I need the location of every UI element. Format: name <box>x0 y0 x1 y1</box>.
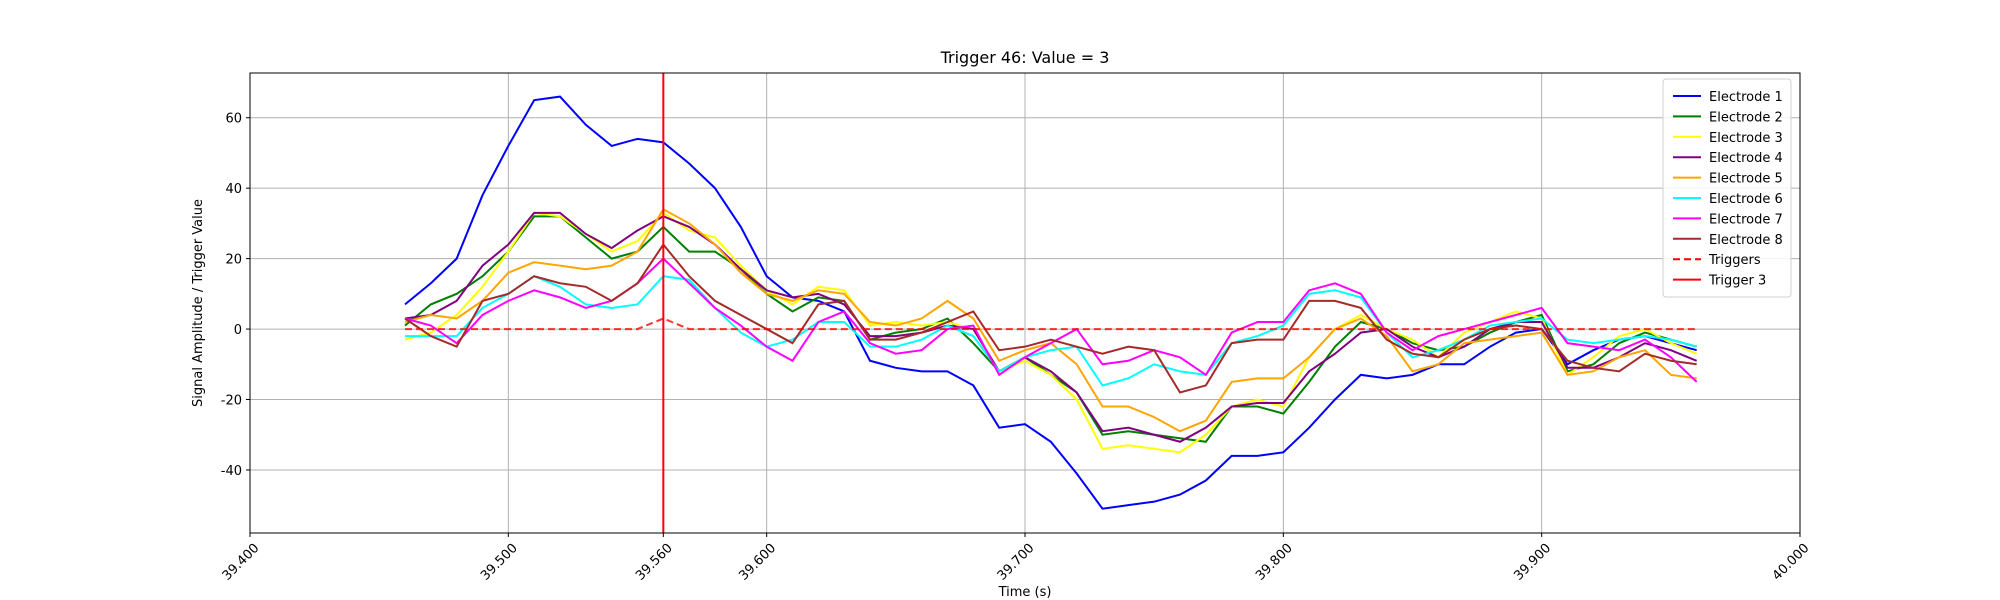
y-tick-label: -40 <box>221 464 242 479</box>
x-tick-label: 39.900 <box>1511 541 1554 584</box>
series-line <box>404 242 1697 394</box>
x-tick-label: 39.700 <box>995 541 1038 584</box>
chart-title: Trigger 46: Value = 3 <box>940 48 1110 67</box>
legend-label: Electrode 8 <box>1709 233 1783 248</box>
legend-label: Electrode 3 <box>1709 131 1783 146</box>
series-line <box>405 275 1697 387</box>
x-tick-label: 39.500 <box>478 541 521 584</box>
x-axis-label: Time (s) <box>998 585 1052 600</box>
y-tick-label: 20 <box>225 253 242 268</box>
legend-label: Electrode 4 <box>1709 151 1783 166</box>
y-tick-label: 0 <box>234 323 242 338</box>
x-tick-label: 39.800 <box>1253 541 1296 584</box>
plot-frame <box>249 72 1801 534</box>
legend-label: Triggers <box>1708 253 1761 268</box>
x-tick-label: 39.600 <box>736 541 779 584</box>
series-line <box>404 211 1698 454</box>
legend: Electrode 1 Electrode 2 Electrode 3 Electro… <box>1662 78 1792 298</box>
series-line <box>405 317 1697 331</box>
legend-label: Electrode 1 <box>1709 90 1783 105</box>
x-tick-label: 39.560 <box>633 541 676 584</box>
y-tick-label: 60 <box>225 112 242 127</box>
legend-box <box>1662 78 1792 298</box>
legend-label: Trigger 3 <box>1708 274 1766 289</box>
y-tick-label: 40 <box>225 182 242 197</box>
legend-label: Electrode 6 <box>1709 192 1783 207</box>
series-line <box>404 211 1698 443</box>
legend-label: Electrode 7 <box>1709 212 1783 227</box>
y-tick-label: -20 <box>221 394 242 409</box>
legend-label: Electrode 5 <box>1709 172 1783 187</box>
series-line <box>404 95 1697 510</box>
series-line <box>404 257 1698 383</box>
x-tick-label: 40.000 <box>1770 541 1813 584</box>
x-tick-label: 39.400 <box>220 541 263 584</box>
legend-label: Electrode 2 <box>1709 110 1783 125</box>
y-axis-label: Signal Amplitude / Trigger Value <box>191 199 206 407</box>
